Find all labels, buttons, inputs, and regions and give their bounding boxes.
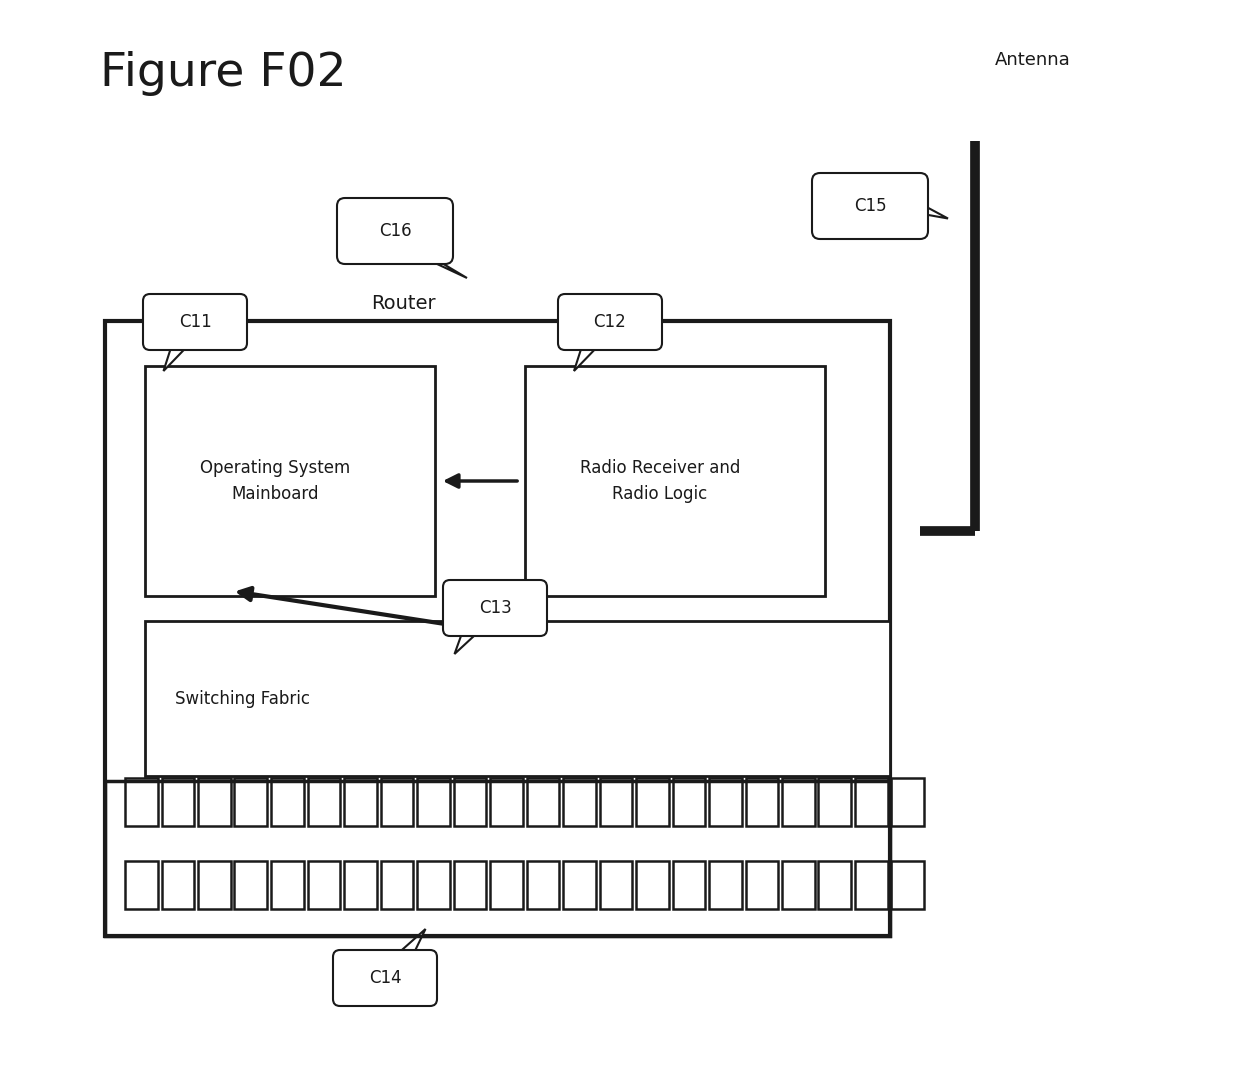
FancyBboxPatch shape (636, 860, 668, 909)
FancyBboxPatch shape (272, 860, 304, 909)
FancyBboxPatch shape (308, 778, 340, 826)
FancyBboxPatch shape (745, 860, 777, 909)
FancyBboxPatch shape (145, 620, 890, 776)
FancyBboxPatch shape (490, 778, 522, 826)
FancyBboxPatch shape (343, 860, 377, 909)
FancyBboxPatch shape (599, 860, 632, 909)
FancyBboxPatch shape (454, 860, 486, 909)
FancyBboxPatch shape (334, 950, 436, 1006)
Text: Antenna: Antenna (994, 51, 1071, 69)
FancyBboxPatch shape (818, 860, 851, 909)
Text: Radio Receiver and
Radio Logic: Radio Receiver and Radio Logic (580, 458, 740, 503)
Polygon shape (394, 929, 425, 957)
FancyBboxPatch shape (272, 778, 304, 826)
FancyBboxPatch shape (818, 778, 851, 826)
FancyBboxPatch shape (812, 173, 928, 239)
Polygon shape (420, 256, 467, 278)
FancyBboxPatch shape (782, 778, 815, 826)
FancyBboxPatch shape (198, 778, 231, 826)
FancyBboxPatch shape (145, 366, 435, 596)
FancyBboxPatch shape (563, 860, 595, 909)
FancyBboxPatch shape (234, 778, 267, 826)
FancyBboxPatch shape (892, 778, 924, 826)
FancyBboxPatch shape (527, 860, 559, 909)
FancyBboxPatch shape (636, 778, 668, 826)
FancyBboxPatch shape (672, 778, 706, 826)
FancyBboxPatch shape (709, 778, 742, 826)
FancyBboxPatch shape (234, 860, 267, 909)
FancyBboxPatch shape (161, 860, 193, 909)
FancyBboxPatch shape (856, 860, 888, 909)
FancyBboxPatch shape (892, 860, 924, 909)
Polygon shape (164, 343, 191, 371)
Polygon shape (455, 629, 481, 654)
FancyBboxPatch shape (672, 860, 706, 909)
Text: C11: C11 (179, 313, 211, 331)
FancyBboxPatch shape (709, 860, 742, 909)
FancyBboxPatch shape (125, 860, 157, 909)
FancyBboxPatch shape (525, 366, 825, 596)
FancyBboxPatch shape (856, 778, 888, 826)
Polygon shape (920, 203, 949, 218)
FancyBboxPatch shape (417, 778, 449, 826)
FancyBboxPatch shape (337, 198, 453, 264)
FancyBboxPatch shape (599, 778, 632, 826)
Text: C14: C14 (368, 969, 402, 987)
FancyBboxPatch shape (308, 860, 340, 909)
Text: C16: C16 (378, 222, 412, 240)
Text: Switching Fabric: Switching Fabric (175, 690, 310, 707)
Polygon shape (574, 343, 601, 371)
FancyBboxPatch shape (454, 778, 486, 826)
FancyBboxPatch shape (417, 860, 449, 909)
FancyBboxPatch shape (558, 294, 662, 350)
Text: C13: C13 (479, 599, 511, 617)
FancyBboxPatch shape (143, 294, 247, 350)
FancyBboxPatch shape (563, 778, 595, 826)
FancyBboxPatch shape (782, 860, 815, 909)
FancyBboxPatch shape (198, 860, 231, 909)
FancyBboxPatch shape (105, 321, 890, 936)
FancyBboxPatch shape (343, 778, 377, 826)
FancyBboxPatch shape (161, 778, 193, 826)
FancyBboxPatch shape (490, 860, 522, 909)
FancyBboxPatch shape (381, 778, 413, 826)
Text: C12: C12 (594, 313, 626, 331)
Text: C15: C15 (853, 197, 887, 215)
FancyBboxPatch shape (527, 778, 559, 826)
Text: Operating System
Mainboard: Operating System Mainboard (201, 458, 351, 503)
FancyBboxPatch shape (381, 860, 413, 909)
Text: Figure F02: Figure F02 (100, 51, 347, 96)
Text: Router: Router (371, 294, 435, 313)
FancyBboxPatch shape (745, 778, 777, 826)
FancyBboxPatch shape (125, 778, 157, 826)
FancyBboxPatch shape (443, 580, 547, 636)
